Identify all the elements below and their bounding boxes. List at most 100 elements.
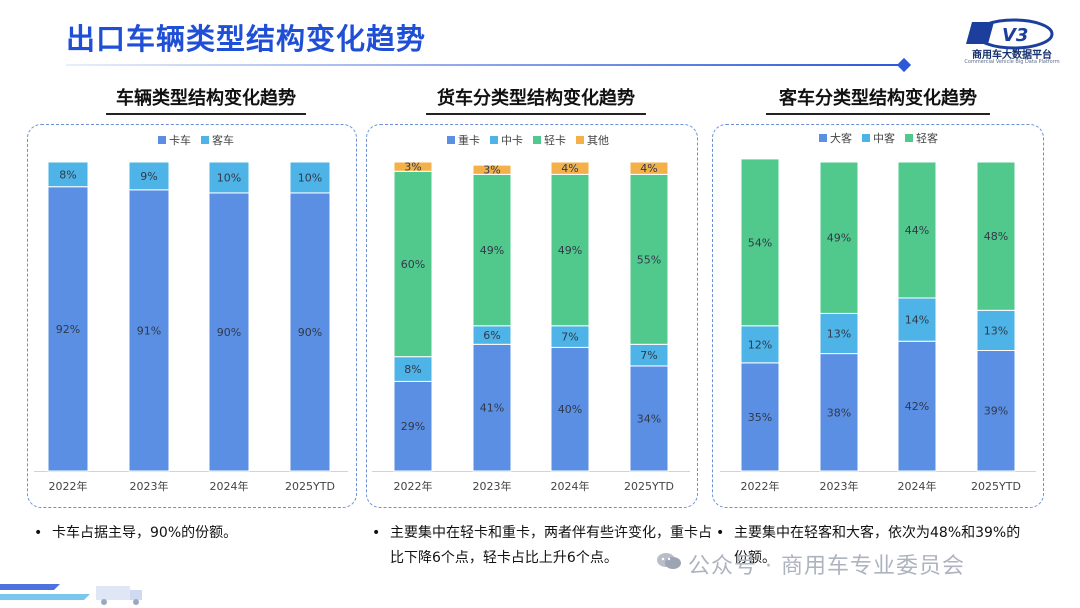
x-tick-label: 2022年 <box>741 479 780 493</box>
data-label: 90% <box>298 326 322 339</box>
x-tick-label: 2024年 <box>551 479 590 493</box>
legend-item: 重卡 <box>447 132 480 148</box>
data-label: 9% <box>140 170 157 183</box>
x-tick-label: 2025YTD <box>285 480 335 493</box>
bar-segment <box>819 161 859 314</box>
chart-1-note: • 卡车占据主导，90%的份额。 <box>34 525 238 541</box>
data-label: 12% <box>748 338 772 351</box>
legend-item: 轻卡 <box>533 132 566 148</box>
bar-segment <box>289 192 331 472</box>
data-label: 10% <box>298 171 322 184</box>
data-label: 60% <box>401 258 425 271</box>
bar-segment <box>629 173 669 345</box>
bar-segment <box>289 161 331 194</box>
data-label: 4% <box>640 162 657 175</box>
bar-segment <box>629 161 669 175</box>
data-label: 40% <box>558 403 582 416</box>
chart-1-title: 车辆类型结构变化趋势 <box>106 84 306 115</box>
data-label: 14% <box>905 314 929 327</box>
x-tick-label: 2022年 <box>394 479 433 493</box>
legend-swatch <box>905 134 913 142</box>
x-tick-label: 2023年 <box>130 479 169 493</box>
truck-decoration-icon <box>0 584 142 605</box>
data-label: 8% <box>404 363 421 376</box>
data-label: 41% <box>480 402 504 415</box>
data-label: 91% <box>137 324 161 337</box>
x-tick-label: 2023年 <box>820 479 859 493</box>
bar-segment <box>550 173 590 327</box>
legend-label: 客车 <box>212 134 234 147</box>
legend-swatch <box>201 136 209 144</box>
bar-segment <box>740 362 780 472</box>
data-label: 54% <box>748 236 772 249</box>
data-label: 3% <box>483 164 500 177</box>
data-label: 49% <box>558 244 582 257</box>
data-label: 34% <box>637 412 661 425</box>
data-label: 13% <box>984 324 1008 337</box>
chart-3-note: • 主要集中在轻客和大客，依次为48%和39%的份额。 <box>716 525 1021 566</box>
legend-swatch <box>576 136 584 144</box>
bar-segment <box>128 189 170 472</box>
data-label: 92% <box>56 323 80 336</box>
x-tick-label: 2024年 <box>210 479 249 493</box>
data-label: 13% <box>827 327 851 340</box>
bar-segment <box>740 325 780 364</box>
legend-item: 中卡 <box>490 132 523 148</box>
chart-1-legend: 卡车 客车 <box>158 132 234 148</box>
legend-item: 其他 <box>576 132 609 148</box>
data-label: 7% <box>640 349 657 362</box>
legend-swatch <box>862 134 870 142</box>
bar-segment <box>472 164 512 175</box>
bar-segment <box>976 349 1016 472</box>
legend-label: 卡车 <box>169 134 191 147</box>
bar-segment <box>208 192 250 472</box>
bar-segment <box>629 365 669 472</box>
legend-item: 大客 <box>819 130 852 146</box>
chart-3-legend: 大客 中客 轻客 <box>819 130 938 146</box>
chart-3-title: 客车分类型结构变化趋势 <box>766 84 990 115</box>
platform-logo-icon: V3 <box>966 18 1054 50</box>
bar-segment <box>550 346 590 472</box>
legend-label: 大客 <box>830 132 852 145</box>
legend-swatch <box>447 136 455 144</box>
data-label: 8% <box>59 168 76 181</box>
x-tick-label: 2023年 <box>473 479 512 493</box>
legend-label: 中卡 <box>501 134 523 147</box>
bar-segment <box>47 161 89 188</box>
bar-segment <box>208 161 250 194</box>
bar-segment <box>128 161 170 191</box>
legend-item: 中客 <box>862 130 895 146</box>
legend-label: 中客 <box>873 132 895 145</box>
data-label: 35% <box>748 411 772 424</box>
legend-label: 轻客 <box>916 132 938 145</box>
chart-2-title: 货车分类型结构变化趋势 <box>426 84 646 115</box>
x-tick-label: 2024年 <box>898 479 937 493</box>
legend-label: 轻卡 <box>544 134 566 147</box>
bar-segment <box>740 158 780 327</box>
data-label: 42% <box>905 400 929 413</box>
legend-label: 重卡 <box>458 134 480 147</box>
data-label: 10% <box>217 171 241 184</box>
bar-segment <box>897 297 937 342</box>
data-label: 29% <box>401 420 425 433</box>
data-label: 48% <box>984 230 1008 243</box>
x-tick-label: 2022年 <box>49 479 88 493</box>
bar-segment <box>472 173 512 327</box>
watermark-text: 公众号 · 商用车专业委员会 <box>688 554 965 579</box>
chart-2-legend: 重卡 中卡 轻卡 其他 <box>447 132 609 148</box>
logo-text: 商用车大数据平台 <box>972 50 1052 61</box>
data-label: 90% <box>217 326 241 339</box>
legend-swatch <box>533 136 541 144</box>
legend-item: 轻客 <box>905 130 938 146</box>
logo-mark-text: V3 <box>1002 25 1028 46</box>
chart-2-note: • 主要集中在轻卡和重卡，两者伴有些许变化，重卡占比下降6个点，轻卡占比上升6个点… <box>372 525 712 566</box>
bar-segment <box>976 161 1016 311</box>
title-rule <box>66 64 904 66</box>
legend-item: 卡车 <box>158 132 191 148</box>
data-label: 7% <box>561 331 578 344</box>
data-label: 3% <box>404 161 421 174</box>
page-title: 出口车辆类型结构变化趋势 <box>66 22 427 56</box>
legend-label: 其他 <box>587 134 609 147</box>
data-label: 6% <box>483 329 500 342</box>
